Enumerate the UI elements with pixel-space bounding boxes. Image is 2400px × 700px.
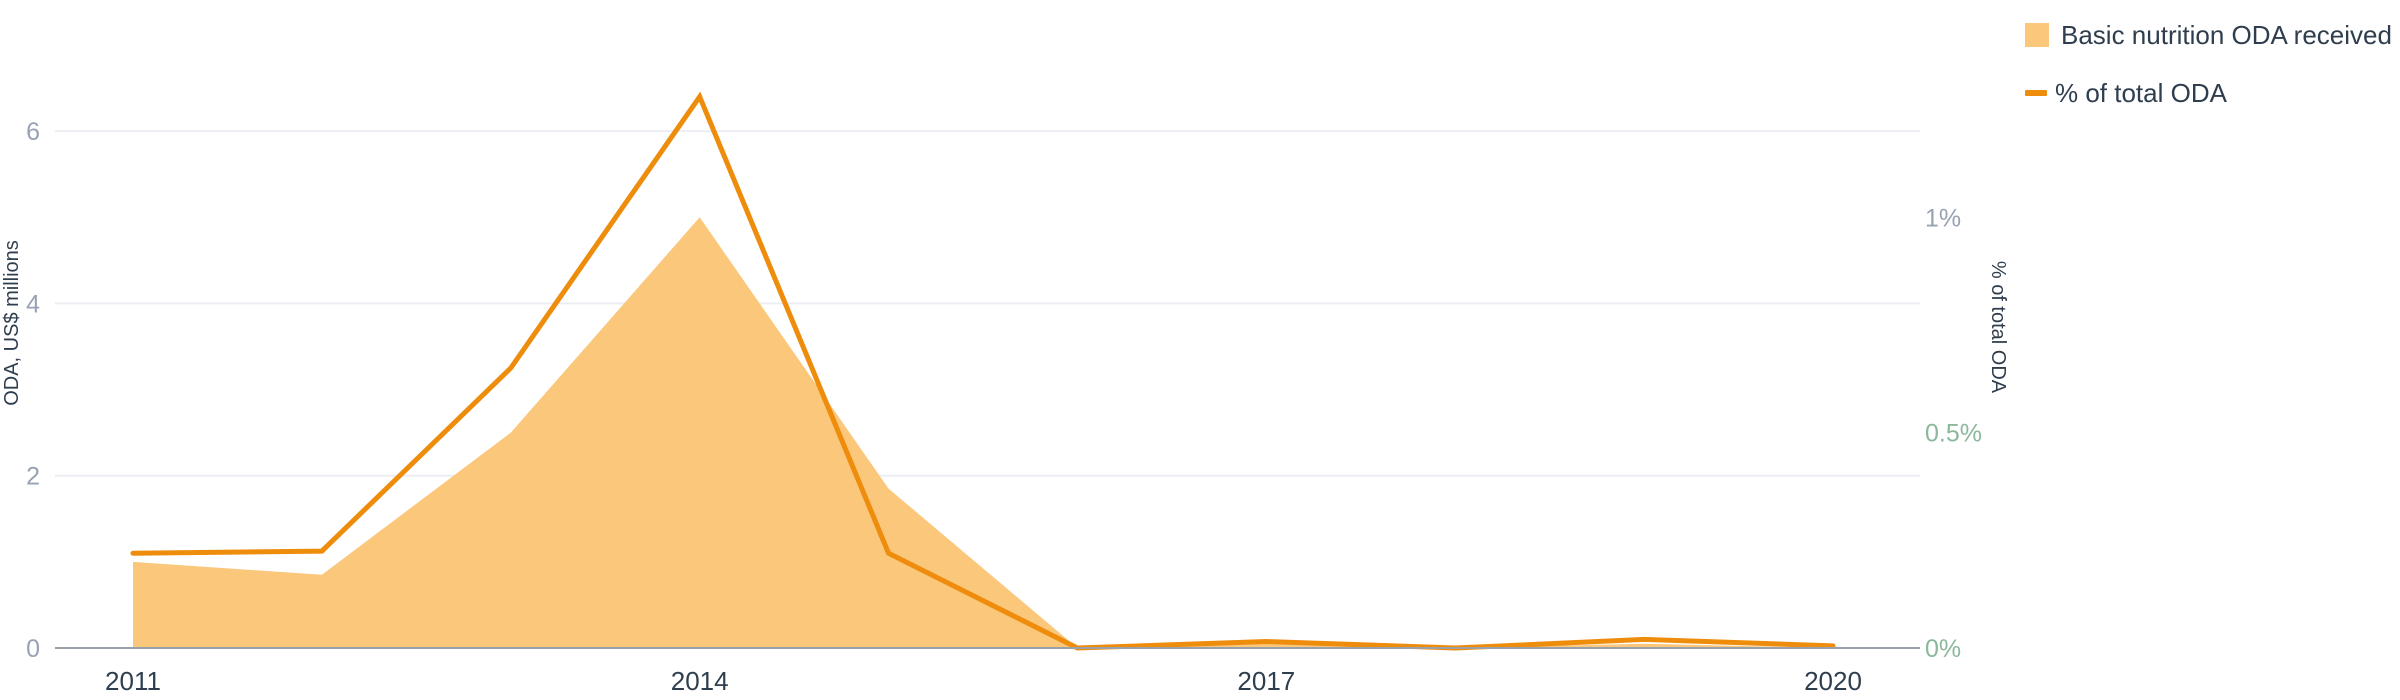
line-series-pct-total-oda[interactable] <box>130 91 1836 651</box>
x-tick-label-0: 2011 <box>105 666 161 696</box>
x-tick-label-2: 2017 <box>1237 666 1295 696</box>
legend: Basic nutrition ODA received % of total … <box>2025 20 2392 108</box>
y-left-tick-label-2: 4 <box>26 290 40 318</box>
y-right-tick-label-2: 1% <box>1925 204 1961 232</box>
x-tick-label-1: 2014 <box>671 666 729 696</box>
y-right-tick-label-0: 0% <box>1925 635 1961 663</box>
legend-label-line[interactable]: % of total ODA <box>2055 78 2228 108</box>
legend-label-area[interactable]: Basic nutrition ODA received <box>2061 20 2392 50</box>
line-layer <box>130 91 1836 651</box>
y-right-tick-label-1: 0.5% <box>1925 420 1982 448</box>
x-tick-label-3: 2020 <box>1804 666 1862 696</box>
y-left-tick-label-3: 6 <box>26 118 40 146</box>
grid-layer <box>55 130 1920 477</box>
legend-swatch-area[interactable] <box>2025 23 2049 47</box>
area-series-basic-nutrition[interactable] <box>133 217 1833 649</box>
legend-swatch-line[interactable] <box>2025 90 2047 96</box>
y-left-tick-label-1: 2 <box>26 463 40 491</box>
y-right-axis-title: % of total ODA <box>1987 261 2009 394</box>
axis-layer: 0 2 4 6 0% 0.5% 1% 2011 2014 2017 2020 <box>26 118 1982 696</box>
area-layer <box>133 217 1833 649</box>
y-left-tick-label-0: 0 <box>26 635 40 663</box>
y-left-axis-title: ODA, US$ millions <box>1 240 23 406</box>
